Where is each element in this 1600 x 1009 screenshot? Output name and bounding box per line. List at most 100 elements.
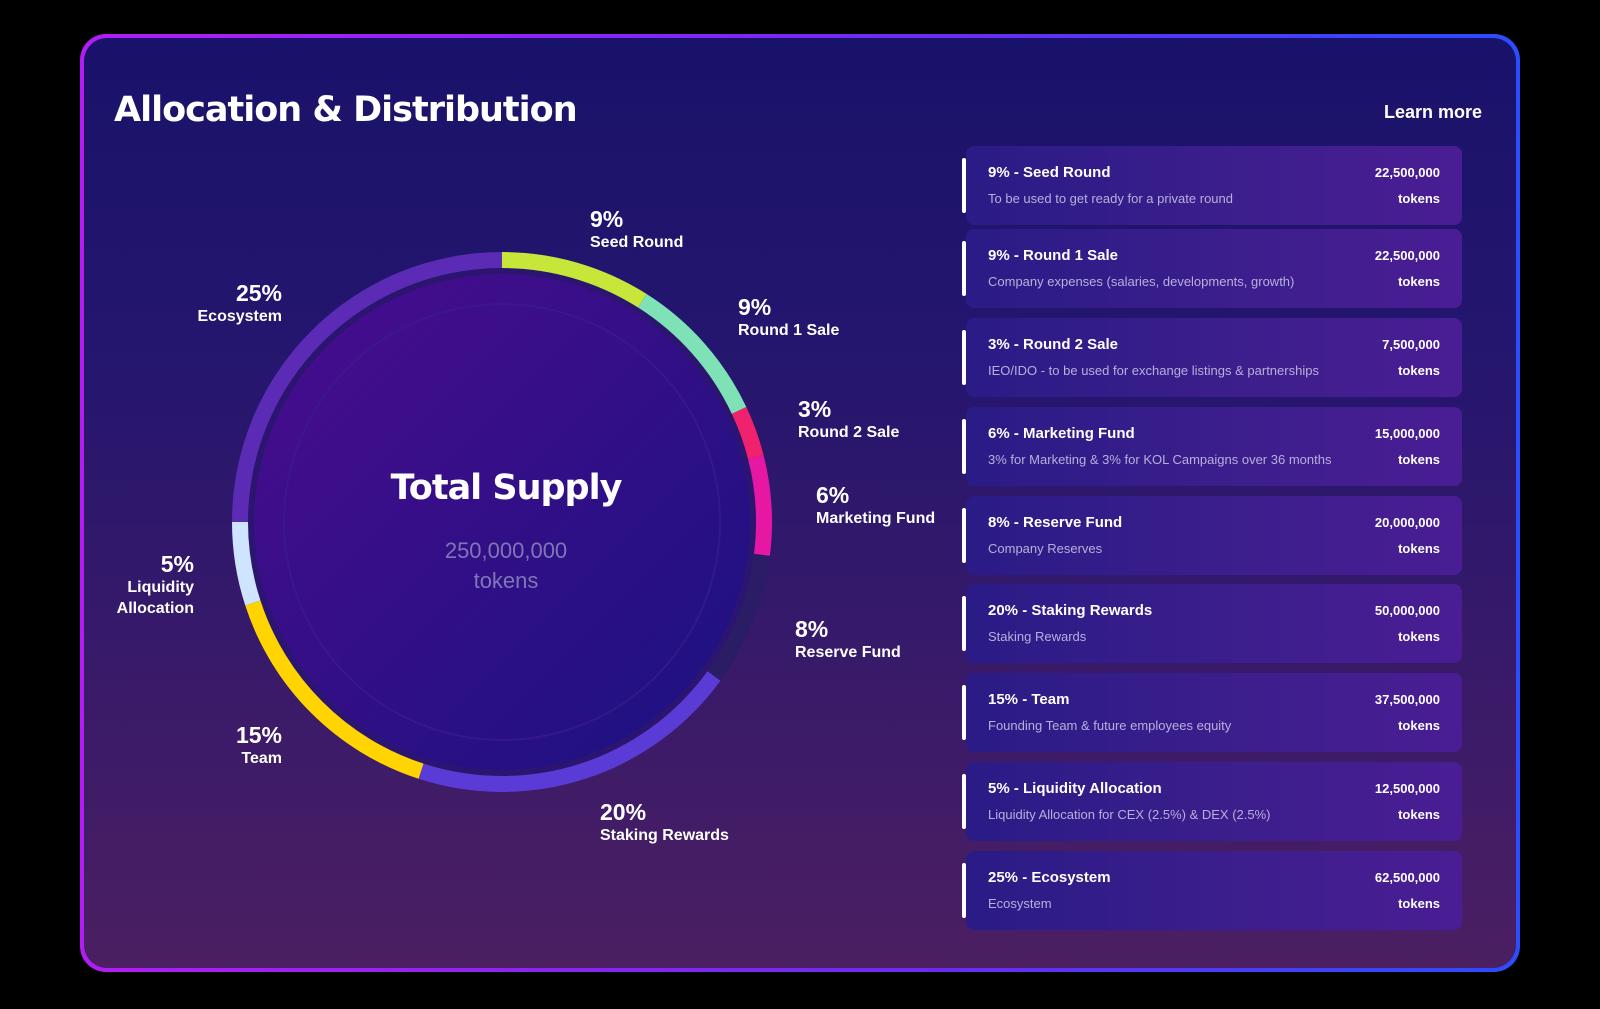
allocation-title: 3% - Round 2 Sale — [988, 336, 1119, 353]
chart-label-pct: 6% — [816, 482, 850, 508]
allocation-unit: tokens — [1398, 191, 1440, 206]
total-supply-title: Total Supply — [390, 468, 623, 508]
donut-slice-staking-rewards — [418, 671, 721, 792]
donut-slice-seed-round — [502, 252, 647, 308]
allocation-amount: 7,500,000 — [1382, 337, 1440, 352]
row-accent-bar — [962, 241, 966, 296]
allocation-title: 20% - Staking Rewards — [988, 602, 1153, 619]
chart-label-pct: 5% — [160, 551, 194, 577]
chart-label-name: Liquidity Allocation — [116, 579, 194, 617]
allocation-description: Founding Team & future employees equity — [988, 718, 1232, 733]
allocation-title: 9% - Seed Round — [988, 164, 1111, 181]
allocation-description: Company expenses (salaries, developments… — [988, 274, 1295, 289]
allocation-donut-chart — [232, 252, 772, 792]
row-accent-bar — [962, 774, 966, 829]
allocation-title: 25% - Ecosystem — [988, 869, 1111, 886]
chart-label-name: Round 2 Sale — [798, 424, 900, 441]
chart-label-name: Staking Rewards — [600, 827, 729, 844]
chart-label-name: Marketing Fund — [816, 510, 936, 527]
allocation-amount: 50,000,000 — [1374, 603, 1440, 618]
allocation-title: 5% - Liquidity Allocation — [988, 780, 1162, 797]
chart-label-reserve-fund: 8% Reserve Fund — [795, 616, 901, 663]
chart-label-name: Round 1 Sale — [738, 322, 840, 339]
donut-slice-liquidity-allocation — [232, 522, 261, 606]
allocation-description: Liquidity Allocation for CEX (2.5%) & DE… — [988, 807, 1271, 822]
donut-slice-team — [245, 600, 424, 779]
allocation-row-marketing-fund[interactable]: 6% - Marketing Fund 3% for Marketing & 3… — [962, 407, 1462, 486]
total-supply-amount: 250,000,000 — [444, 538, 568, 563]
donut-inner-disc — [254, 274, 750, 770]
row-accent-bar — [962, 158, 966, 213]
chart-label-round-1-sale: 9% Round 1 Sale — [738, 294, 839, 341]
allocation-title: 6% - Marketing Fund — [988, 425, 1135, 442]
page-title: Allocation & Distribution — [114, 90, 578, 130]
total-supply-value: 250,000,000 tokens — [336, 536, 676, 596]
allocation-unit: tokens — [1398, 718, 1440, 733]
donut-slice-reserve-fund — [707, 553, 770, 681]
allocation-title: 8% - Reserve Fund — [988, 514, 1123, 531]
row-accent-bar — [962, 685, 966, 740]
allocation-description: Ecosystem — [988, 896, 1052, 911]
chart-label-seed-round: 9% Seed Round — [590, 206, 683, 253]
row-accent-bar — [962, 419, 966, 474]
allocation-description: To be used to get ready for a private ro… — [988, 191, 1233, 206]
allocation-unit: tokens — [1398, 807, 1440, 822]
allocation-card: Allocation & Distribution Learn more Tot… — [84, 38, 1516, 968]
row-accent-bar — [962, 330, 966, 385]
allocation-description: IEO/IDO - to be used for exchange listin… — [988, 363, 1319, 378]
allocation-unit: tokens — [1398, 896, 1440, 911]
chart-label-team: 15% Team — [184, 722, 282, 769]
donut-slice-marketing-fund — [748, 454, 772, 556]
row-accent-bar — [962, 596, 966, 651]
chart-label-round-2-sale: 3% Round 2 Sale — [798, 396, 899, 443]
chart-label-pct: 8% — [795, 616, 829, 642]
allocation-description: 3% for Marketing & 3% for KOL Campaigns … — [988, 452, 1332, 467]
chart-label-pct: 9% — [738, 294, 772, 320]
chart-label-name: Seed Round — [590, 234, 684, 251]
allocation-row-ecosystem[interactable]: 25% - Ecosystem Ecosystem 62,500,000 tok… — [962, 851, 1462, 930]
chart-label-marketing-fund: 6% Marketing Fund — [816, 482, 935, 529]
row-accent-bar — [962, 508, 966, 563]
allocation-amount: 37,500,000 — [1374, 692, 1440, 707]
donut-slice-round-2-sale — [731, 407, 764, 459]
allocation-row-seed-round[interactable]: 9% - Seed Round To be used to get ready … — [962, 146, 1462, 225]
allocation-amount: 22,500,000 — [1374, 248, 1440, 263]
chart-label-liquidity-allocation: 5% Liquidity Allocation — [94, 551, 194, 619]
learn-more-link[interactable]: Learn more — [1383, 102, 1482, 122]
total-supply-unit: tokens — [473, 568, 539, 593]
row-accent-bar — [962, 863, 966, 918]
chart-label-pct: 15% — [235, 722, 282, 748]
chart-label-staking-rewards: 20% Staking Rewards — [600, 799, 729, 846]
allocation-row-round-1-sale[interactable]: 9% - Round 1 Sale Company expenses (sala… — [962, 229, 1462, 308]
chart-label-name: Ecosystem — [197, 308, 283, 325]
allocation-row-reserve-fund[interactable]: 8% - Reserve Fund Company Reserves 20,00… — [962, 496, 1462, 575]
chart-label-pct: 25% — [235, 280, 282, 306]
allocation-title: 15% - Team — [988, 691, 1070, 708]
allocation-amount: 20,000,000 — [1374, 515, 1440, 530]
allocation-unit: tokens — [1398, 541, 1440, 556]
chart-label-pct: 20% — [600, 799, 647, 825]
allocation-row-team[interactable]: 15% - Team Founding Team & future employ… — [962, 673, 1462, 752]
allocation-unit: tokens — [1398, 274, 1440, 289]
allocation-amount: 12,500,000 — [1374, 781, 1440, 796]
allocation-row-staking-rewards[interactable]: 20% - Staking Rewards Staking Rewards 50… — [962, 584, 1462, 663]
donut-slice-ecosystem — [232, 252, 502, 522]
chart-label-pct: 9% — [590, 206, 624, 232]
allocation-row-liquidity-allocation[interactable]: 5% - Liquidity Allocation Liquidity Allo… — [962, 762, 1462, 841]
donut-slice-round-1-sale — [638, 294, 747, 414]
allocation-unit: tokens — [1398, 629, 1440, 644]
allocation-amount: 15,000,000 — [1374, 426, 1440, 441]
allocation-amount: 62,500,000 — [1374, 870, 1440, 885]
donut-inner-outline — [283, 303, 721, 741]
allocation-panel-frame: Allocation & Distribution Learn more Tot… — [80, 34, 1520, 972]
allocation-title: 9% - Round 1 Sale — [988, 247, 1119, 264]
allocation-row-round-2-sale[interactable]: 3% - Round 2 Sale IEO/IDO - to be used f… — [962, 318, 1462, 397]
allocation-unit: tokens — [1398, 363, 1440, 378]
chart-label-name: Team — [241, 750, 282, 767]
allocation-unit: tokens — [1398, 452, 1440, 467]
chart-label-pct: 3% — [798, 396, 832, 422]
allocation-amount: 22,500,000 — [1374, 165, 1440, 180]
allocation-description: Staking Rewards — [988, 629, 1087, 644]
chart-label-name: Reserve Fund — [795, 644, 901, 661]
chart-label-ecosystem: 25% Ecosystem — [184, 280, 283, 327]
